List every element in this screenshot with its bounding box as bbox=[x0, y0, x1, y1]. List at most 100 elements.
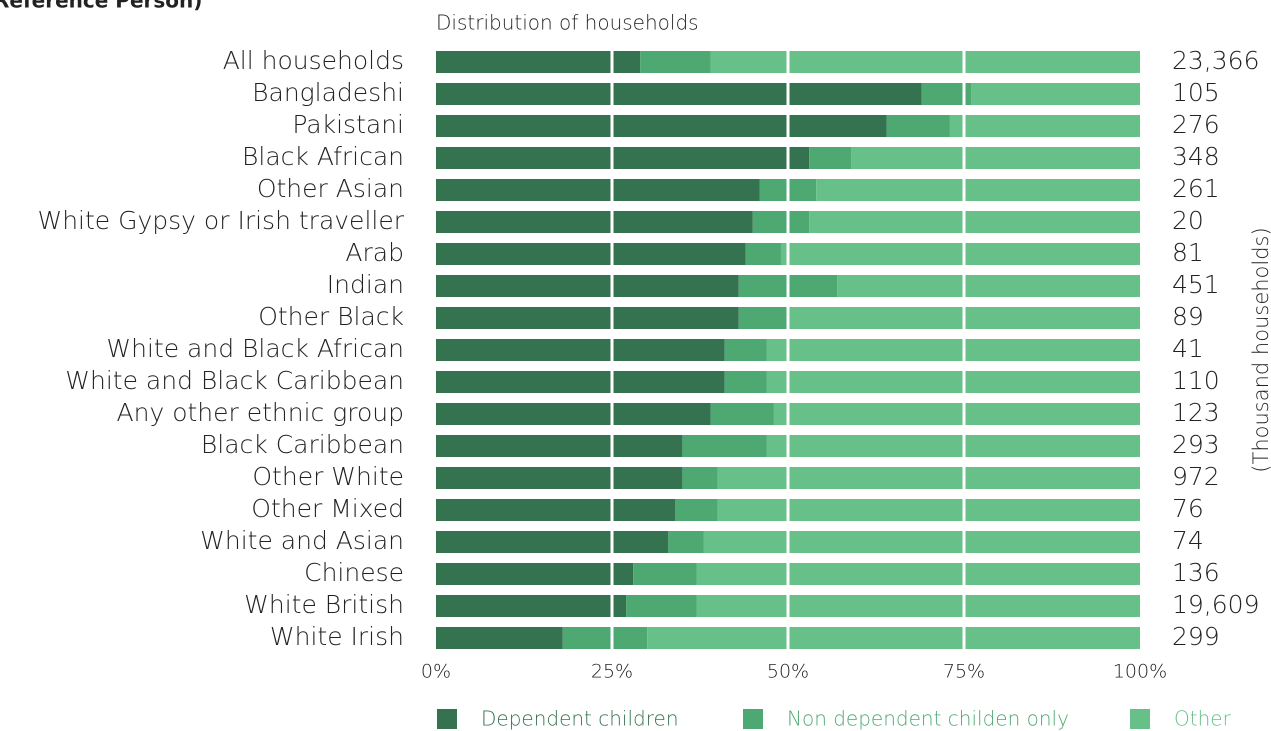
x-tick-label: 100% bbox=[1113, 661, 1167, 683]
bar-segment bbox=[837, 275, 1140, 297]
category-label: White Gypsy or Irish traveller bbox=[37, 206, 404, 235]
bar-segment bbox=[809, 211, 1140, 233]
legend-swatch bbox=[437, 709, 457, 729]
bar-segment bbox=[668, 531, 704, 553]
bar-segment bbox=[696, 563, 1140, 585]
bar-segment bbox=[436, 179, 760, 201]
bar-segment bbox=[640, 51, 711, 73]
category-label: Other Black bbox=[258, 302, 404, 331]
bar-segment bbox=[724, 339, 767, 361]
bar-segment bbox=[436, 595, 627, 617]
total-label: 76 bbox=[1172, 494, 1204, 523]
total-label: 81 bbox=[1172, 238, 1204, 267]
bar-segment bbox=[710, 403, 774, 425]
bar-segment bbox=[626, 595, 697, 617]
bar-segment bbox=[717, 467, 1140, 489]
total-label: 20 bbox=[1172, 206, 1204, 235]
bar-segment bbox=[766, 339, 1140, 361]
total-label: 23,366 bbox=[1172, 46, 1259, 75]
total-label: 89 bbox=[1172, 302, 1204, 331]
bar-segment bbox=[766, 371, 1140, 393]
category-label: Arab bbox=[345, 238, 404, 267]
bar-segment bbox=[886, 115, 950, 137]
bar-segment bbox=[675, 499, 718, 521]
bar-segment bbox=[809, 147, 852, 169]
total-label: 299 bbox=[1172, 622, 1220, 651]
total-label: 972 bbox=[1172, 462, 1220, 491]
chart-title: Reference Person) bbox=[0, 0, 202, 13]
legend-label: Non dependent childen only bbox=[787, 707, 1069, 731]
category-label: Chinese bbox=[304, 558, 404, 587]
bar-segment bbox=[436, 115, 887, 137]
bar-segment bbox=[436, 339, 725, 361]
bar-segment bbox=[851, 147, 1140, 169]
bar-segment bbox=[773, 403, 1140, 425]
total-label: 276 bbox=[1172, 110, 1220, 139]
bar-segment bbox=[682, 435, 767, 457]
legend-label: Dependent children bbox=[481, 707, 679, 731]
x-tick-label: 50% bbox=[767, 661, 809, 683]
total-label: 74 bbox=[1172, 526, 1204, 555]
bar-segment bbox=[436, 563, 634, 585]
category-label: Other Mixed bbox=[251, 494, 404, 523]
category-label: White and Black Caribbean bbox=[65, 366, 404, 395]
total-label: 110 bbox=[1172, 366, 1220, 395]
category-label: Indian bbox=[327, 270, 404, 299]
category-label: Any other ethnic group bbox=[117, 398, 405, 427]
x-tick-label: 25% bbox=[591, 661, 633, 683]
bar-segment bbox=[436, 403, 711, 425]
bar-segment bbox=[436, 371, 725, 393]
bar-segment bbox=[436, 211, 753, 233]
total-label: 451 bbox=[1172, 270, 1220, 299]
bar-segment bbox=[436, 275, 739, 297]
total-label: 136 bbox=[1172, 558, 1220, 587]
total-label: 41 bbox=[1172, 334, 1204, 363]
total-label: 105 bbox=[1172, 78, 1220, 107]
totals-axis-label: (Thousand households) bbox=[1249, 227, 1271, 472]
total-label: 261 bbox=[1172, 174, 1220, 203]
bar-segment bbox=[703, 531, 1140, 553]
total-label: 123 bbox=[1172, 398, 1220, 427]
bar-segment bbox=[436, 435, 683, 457]
bar-segment bbox=[752, 211, 810, 233]
category-label: Black Caribbean bbox=[201, 430, 404, 459]
bar-segment bbox=[436, 307, 739, 329]
bar-segment bbox=[633, 563, 697, 585]
category-label: White British bbox=[244, 590, 404, 619]
bar-segment bbox=[780, 243, 1140, 265]
x-tick-label: 0% bbox=[421, 661, 451, 683]
category-label: Black African bbox=[242, 142, 404, 171]
bar-segment bbox=[436, 83, 922, 105]
bar-segment bbox=[766, 435, 1140, 457]
bar-segment bbox=[436, 627, 563, 649]
category-label: Bangladeshi bbox=[252, 78, 404, 107]
category-label: White and Black African bbox=[106, 334, 404, 363]
bar-segment bbox=[921, 83, 972, 105]
bar-segment bbox=[738, 307, 788, 329]
bar-segment bbox=[816, 179, 1140, 201]
bar-segment bbox=[710, 51, 1140, 73]
bar-segment bbox=[436, 531, 669, 553]
category-label: Other White bbox=[252, 462, 404, 491]
bar-segment bbox=[647, 627, 1140, 649]
bar-segment bbox=[436, 467, 683, 489]
bar-segment bbox=[562, 627, 648, 649]
bar-segment bbox=[436, 51, 641, 73]
legend-label: Other bbox=[1174, 707, 1232, 731]
x-tick-label: 75% bbox=[943, 661, 985, 683]
bar-segment bbox=[696, 595, 1140, 617]
bar-segment bbox=[436, 243, 746, 265]
bar-segment bbox=[717, 499, 1140, 521]
total-label: 293 bbox=[1172, 430, 1220, 459]
bar-segment bbox=[971, 83, 1140, 105]
total-label: 348 bbox=[1172, 142, 1220, 171]
bar-segment bbox=[949, 115, 1140, 137]
total-label: 19,609 bbox=[1172, 590, 1259, 619]
category-label: White and Asian bbox=[200, 526, 404, 555]
category-label: Other Asian bbox=[257, 174, 404, 203]
category-label: Pakistani bbox=[292, 110, 404, 139]
chart-subtitle: Distribution of households bbox=[436, 11, 699, 35]
category-label: All households bbox=[223, 46, 404, 75]
bar-segment bbox=[436, 147, 810, 169]
